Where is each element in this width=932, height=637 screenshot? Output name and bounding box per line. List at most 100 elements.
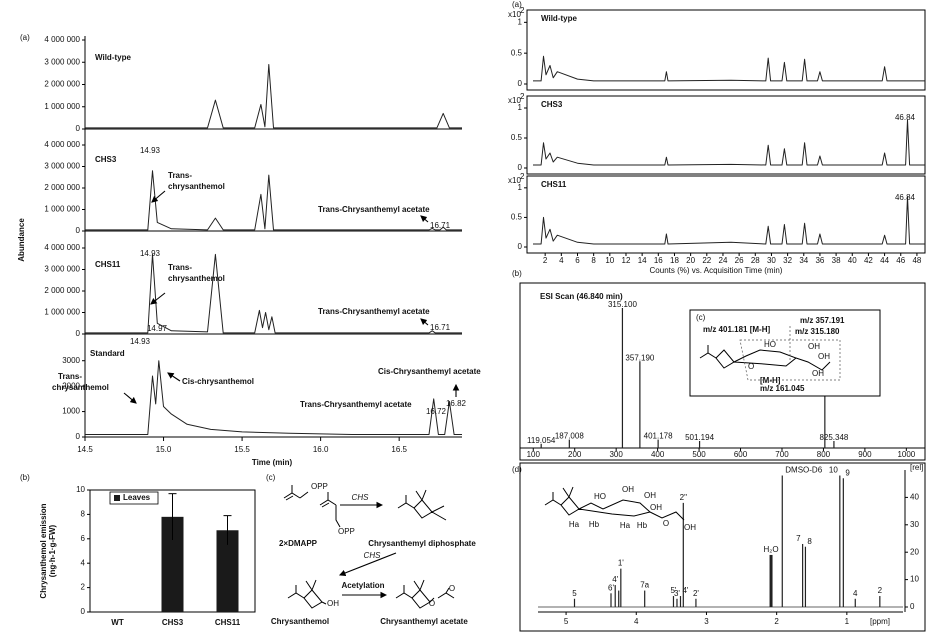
inset-text: [M-H]	[760, 376, 781, 385]
annotation: Cis-Chrysanthemyl acetate	[378, 367, 481, 376]
y-tick-label: 2	[81, 583, 86, 592]
peak-label: 501.194	[685, 433, 714, 442]
x-tick-label: 28	[751, 256, 760, 265]
peak-label: 7	[796, 534, 801, 543]
structure-label: OH	[644, 491, 656, 500]
x-tick-label: 2	[774, 617, 779, 626]
molecule-bond	[699, 345, 831, 371]
x-tick-label: 16.0	[313, 445, 329, 454]
panel-label: (a)	[20, 33, 30, 42]
x-tick-label: 300	[609, 450, 623, 459]
annotation: 16.71	[430, 221, 451, 230]
annotation: 16.72	[426, 407, 447, 416]
scheme-text: 2×DMAPP	[279, 539, 318, 548]
y-tick-label: 1 000 000	[44, 205, 80, 214]
y-tick-label: 0	[76, 329, 81, 338]
inset-frame	[689, 309, 881, 397]
scale-exponent: 2	[520, 6, 525, 15]
scheme-text: CHS	[352, 493, 370, 502]
x-tick-label: 18	[670, 256, 679, 265]
chromatogram-trace	[85, 64, 462, 129]
y-tick-label: 10	[76, 485, 85, 494]
y-axis-title: (ng·h-1·g-FW)	[48, 524, 57, 577]
y-tick-label: 2 000 000	[44, 80, 80, 89]
x-tick-label: 44	[880, 256, 889, 265]
peak-label: 2"	[680, 493, 687, 502]
x-tick-label: 4	[559, 256, 564, 265]
annotation: 14.93	[140, 146, 161, 155]
x-tick-label: 5	[564, 617, 569, 626]
y-tick-label: 4 000 000	[44, 35, 80, 44]
x-tick-label: 36	[815, 256, 824, 265]
y-tick-label: 0.5	[511, 213, 523, 222]
scheme-text: OPP	[338, 527, 355, 536]
chromatogram-trace	[85, 170, 462, 231]
peak-label: 1'	[618, 559, 624, 568]
inset-text: m/z 315.180	[795, 327, 840, 336]
molecule-bond	[319, 492, 341, 528]
peak-label: 4	[853, 589, 858, 598]
x-tick-label: 2	[543, 256, 548, 265]
plot-frame	[519, 462, 926, 632]
x-tick-label: 100	[527, 450, 541, 459]
scheme-text: O	[449, 584, 455, 593]
x-tick-label: 30	[767, 256, 776, 265]
plot-title: ESI Scan (46.840 min)	[540, 292, 623, 301]
chromatogram-trace	[533, 119, 925, 166]
subplot-frame	[526, 175, 926, 254]
y-tick-label: 10	[910, 575, 919, 584]
annotation: chrysanthemol	[168, 274, 225, 283]
annotation: 14.93	[130, 337, 151, 346]
y-tick-label: 0	[910, 602, 915, 611]
peak-label: 8	[807, 537, 812, 546]
molecule-bond	[287, 579, 327, 609]
x-tick-label: 24	[719, 256, 728, 265]
scheme-text: CHS	[364, 551, 382, 560]
chromatogram-trace	[85, 253, 462, 334]
peak-label: H₂O	[763, 545, 778, 554]
inset-text: OH	[808, 342, 820, 351]
arrow	[420, 215, 429, 223]
x-tick-label: 15.5	[234, 445, 250, 454]
y-tick-label: 1 000 000	[44, 102, 80, 111]
annotation: Trans-Chrysanthemyl acetate	[318, 205, 430, 214]
x-tick-label: 14	[638, 256, 647, 265]
x-tick-label: CHS11	[215, 618, 241, 627]
y-axis-title: Chrysanthemol emission	[39, 503, 48, 598]
arrow	[123, 392, 137, 404]
y-tick-label: 3 000 000	[44, 265, 80, 274]
x-tick-label: 15.0	[156, 445, 172, 454]
scale-label: x10	[508, 96, 521, 105]
scale-label: x10	[508, 10, 521, 19]
annotation: 16.71	[430, 323, 451, 332]
y-tick-label: 0	[518, 79, 523, 88]
inset-text: OH	[818, 352, 830, 361]
structure-label: OH	[622, 485, 634, 494]
arrow	[151, 190, 166, 203]
y-tick-label: 1	[518, 17, 523, 26]
x-tick-label: 600	[734, 450, 748, 459]
annotation: chrysanthemol	[168, 182, 225, 191]
x-tick-label: 12	[622, 256, 631, 265]
y-tick-label: 0	[76, 432, 81, 441]
structure-label: HO	[594, 492, 606, 501]
peak-label: 5'	[670, 586, 676, 595]
y-tick-label: 2 000 000	[44, 183, 80, 192]
peak-label: 9	[845, 468, 850, 477]
annotation: Trans-Chrysanthemyl acetate	[300, 400, 412, 409]
y-tick-label: 1	[518, 183, 523, 192]
arrow	[338, 552, 397, 577]
peak-label: 2	[878, 586, 883, 595]
legend-label: Leaves	[123, 493, 151, 502]
x-tick-label: 42	[864, 256, 873, 265]
y-tick-label: 20	[910, 547, 919, 556]
x-axis-title: Time (min)	[252, 458, 293, 467]
annotation: chrysanthemol	[52, 383, 109, 392]
peak-label: 4'	[682, 586, 688, 595]
bar	[161, 516, 184, 612]
y-tick-label: 0.5	[511, 48, 523, 57]
annotation: 16.82	[446, 399, 467, 408]
x-tick-label: 40	[848, 256, 857, 265]
peak-label: 3'	[674, 589, 680, 598]
annotation: 46.84	[895, 193, 916, 202]
